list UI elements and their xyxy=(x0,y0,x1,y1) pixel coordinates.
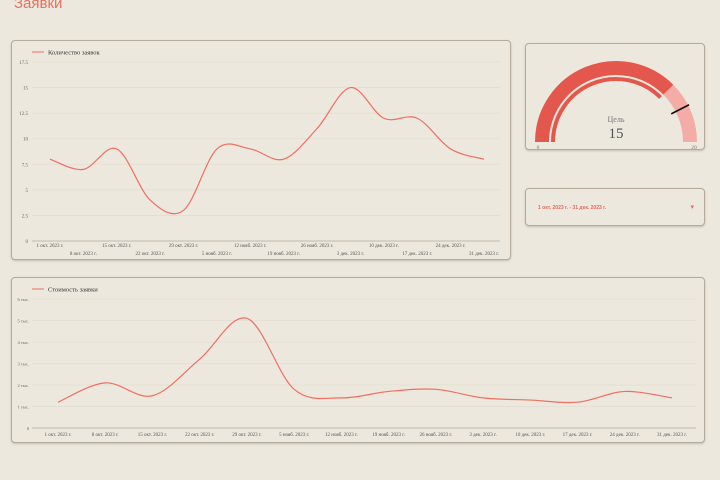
x-tick-label: 17 дек. 2023 г. xyxy=(563,433,593,438)
y-tick-label: 1 тыс. xyxy=(18,405,30,410)
x-tick-label: 5 нояб. 2023 г. xyxy=(202,252,232,257)
y-tick-label: 3 тыс. xyxy=(18,362,30,367)
gauge-target-marker xyxy=(670,104,690,115)
y-tick-label: 5 xyxy=(26,189,29,194)
gauge-remaining-arc xyxy=(663,84,697,143)
x-tick-label: 12 нояб. 2023 г. xyxy=(234,244,267,249)
y-tick-label: 6 тыс. xyxy=(18,297,30,302)
x-tick-label: 15 окт. 2023 г. xyxy=(138,433,167,438)
y-tick-label: 0 xyxy=(26,240,29,245)
x-tick-label: 22 окт. 2023 г. xyxy=(185,433,214,438)
x-tick-label: 3 дек. 2023 г. xyxy=(469,433,496,438)
gauge-min-label: 0 xyxy=(537,145,540,151)
x-tick-label: 17 дек. 2023 г. xyxy=(402,252,432,257)
requests-count-chart: Количество заявок 0 2.5 5 7.5 10 12.5 15 17.5 1 о… xyxy=(19,50,500,257)
x-tick-label: 29 окт. 2023 г. xyxy=(232,433,261,438)
x-tick-label: 8 окт. 2023 г. xyxy=(92,433,119,438)
x-tick-label: 24 дек. 2023 г. xyxy=(436,244,466,249)
x-tick-label: 10 дек. 2023 г. xyxy=(369,244,399,249)
x-tick-label: 31 дек. 2023 г. xyxy=(469,252,499,257)
gauge-max-label: 20 xyxy=(691,145,697,151)
legend-label: Стоимость заявки xyxy=(48,287,98,294)
x-tick-label: 3 дек. 2023 г. xyxy=(337,252,364,257)
series-line xyxy=(57,317,673,404)
x-tick-label: 24 дек. 2023 г. xyxy=(610,433,640,438)
goal-gauge-card: Цель 15 0 20 xyxy=(525,43,705,151)
x-tick-label: 26 нояб. 2023 г. xyxy=(301,244,334,249)
x-tick-label: 10 дек. 2023 г. xyxy=(515,433,545,438)
x-tick-label: 31 дек. 2023 г. xyxy=(657,433,687,438)
y-tick-label: 17.5 xyxy=(19,61,28,66)
request-cost-chart-card: Стоимость заявки 0 1 тыс. 2 тыс. 3 тыс. 4 тыс… xyxy=(11,277,705,443)
y-tick-label: 10 xyxy=(23,138,29,143)
date-range-filter[interactable]: 1 окт. 2023 г. - 31 дек. 2023 г. ▾ xyxy=(525,188,705,226)
x-tick-label: 1 окт. 2023 г. xyxy=(45,433,72,438)
dropdown-arrow-icon[interactable]: ▾ xyxy=(690,203,694,211)
x-tick-label: 22 окт. 2023 г. xyxy=(135,252,164,257)
x-tick-label: 1 окт. 2023 г. xyxy=(37,244,64,249)
gauge-label: Цель xyxy=(608,115,625,124)
date-range-label: 1 окт. 2023 г. - 31 дек. 2023 г. xyxy=(538,205,607,211)
x-tick-label: 5 нояб. 2023 г. xyxy=(279,433,309,438)
gauge-value-arc xyxy=(535,61,674,143)
request-cost-chart: Стоимость заявки 0 1 тыс. 2 тыс. 3 тыс. 4 тыс… xyxy=(18,287,696,438)
y-tick-label: 2 тыс. xyxy=(18,383,30,388)
legend-label: Количество заявок xyxy=(48,50,101,57)
y-tick-label: 7.5 xyxy=(22,163,29,168)
y-tick-label: 5 тыс. xyxy=(18,319,30,324)
x-tick-label: 19 нояб. 2023 г. xyxy=(267,252,300,257)
goal-gauge: Цель 15 0 20 xyxy=(535,61,697,151)
x-tick-label: 12 нояб. 2023 г. xyxy=(325,433,358,438)
x-tick-label: 8 окт. 2023 г. xyxy=(70,252,97,257)
gauge-inner-arc xyxy=(551,77,662,143)
requests-count-chart-card: Количество заявок 0 2.5 5 7.5 10 12.5 15 17.5 1 о… xyxy=(11,40,511,260)
x-tick-label: 15 окт. 2023 г. xyxy=(102,244,131,249)
y-tick-label: 0 xyxy=(27,426,30,431)
y-tick-label: 4 тыс. xyxy=(18,340,30,345)
series-line xyxy=(49,86,485,215)
y-tick-label: 2.5 xyxy=(22,214,29,219)
x-tick-label: 29 окт. 2023 г. xyxy=(169,244,198,249)
x-tick-label: 26 нояб. 2023 г. xyxy=(420,433,453,438)
y-tick-label: 12.5 xyxy=(19,112,28,117)
x-tick-label: 19 нояб. 2023 г. xyxy=(372,433,405,438)
y-tick-label: 15 xyxy=(23,87,29,92)
gauge-value: 15 xyxy=(609,126,624,142)
page-title: Заявки xyxy=(14,0,63,12)
